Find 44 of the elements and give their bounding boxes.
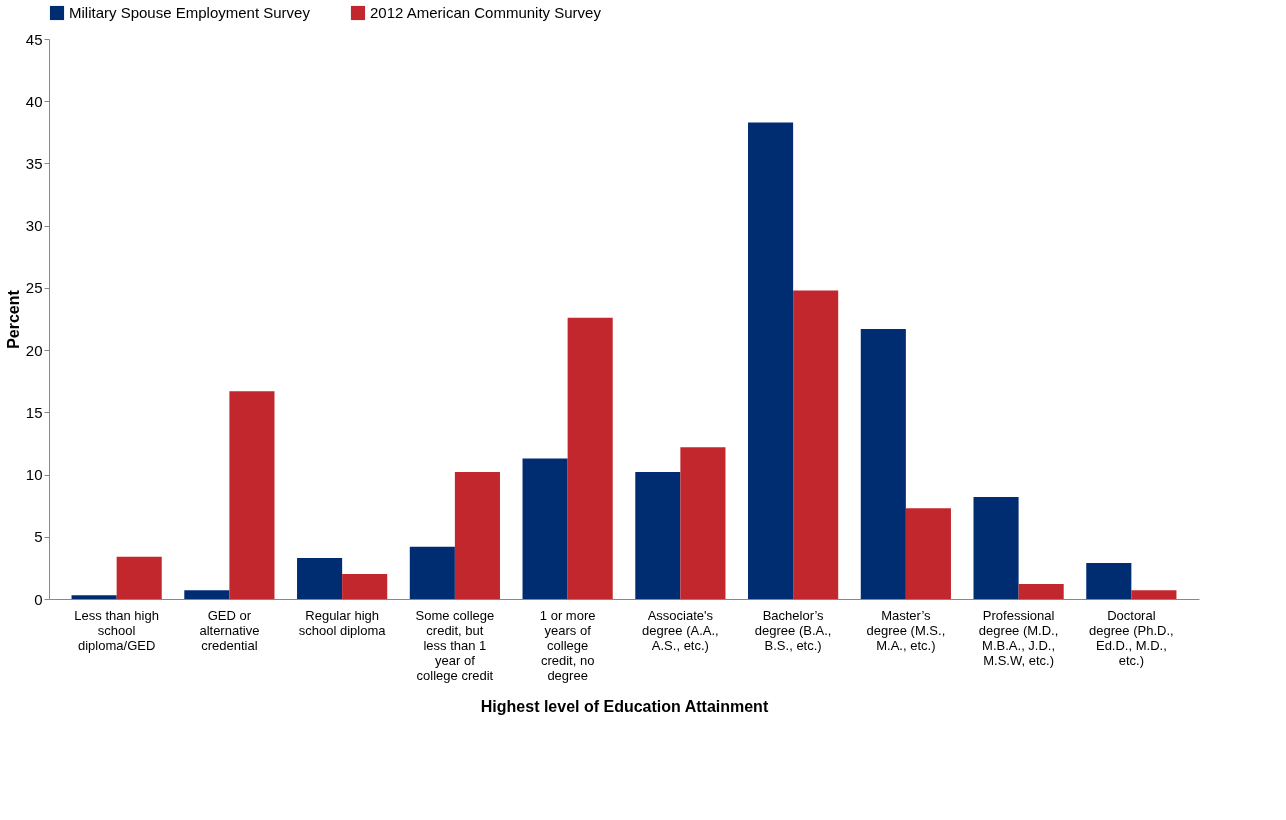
bar (860, 328, 906, 599)
y-tick-label: 25 (25, 279, 43, 297)
y-tick-label: 0 (34, 590, 43, 608)
x-tick-label: Some college credit, but less than 1 year of college credit (415, 607, 495, 683)
bar (635, 472, 681, 599)
bar (522, 458, 568, 599)
y-tick-label: 35 (25, 154, 43, 172)
y-tick-label: 5 (34, 528, 43, 546)
bar (71, 595, 117, 599)
x-tick-label: Doctoral degree (Ph.D., Ed.D., M.D., etc.) (1089, 607, 1174, 668)
y-tick-label: 40 (25, 92, 43, 110)
x-tick-label: 1 or more years of college credit, no degree (539, 607, 596, 683)
x-tick-label: Regular high school diploma (298, 607, 387, 638)
bar (905, 508, 951, 599)
bar (748, 122, 794, 599)
bar (454, 472, 500, 599)
x-tick-label: Associate's degree (A.A., A.S., etc.) (642, 607, 719, 653)
x-tick-label: Professional degree (M.D., M.B.A., J.D., M.S.W, etc.) (978, 607, 1059, 668)
y-tick-label: 20 (25, 341, 43, 359)
bar (409, 546, 455, 599)
bar (297, 557, 343, 599)
bar (229, 391, 275, 599)
y-tick-label: 45 (25, 30, 43, 48)
bar (567, 317, 613, 599)
y-tick-label: 10 (25, 466, 43, 484)
bar (184, 590, 230, 599)
x-tick-label: Bachelor’s degree (B.A., B.S., etc.) (754, 607, 832, 653)
legend-label: Military Spouse Employment Survey (69, 4, 311, 21)
bar (680, 447, 726, 599)
bar (793, 290, 839, 599)
bar (116, 556, 162, 599)
y-tick-label: 15 (25, 403, 43, 421)
x-tick-label: Master’s degree (M.S., M.A., etc.) (866, 607, 946, 653)
y-tick-label: 30 (25, 217, 43, 235)
y-axis-title: Percent (4, 289, 22, 349)
bar (1018, 584, 1064, 599)
bar (342, 574, 388, 599)
x-axis-title: Highest level of Education Attainment (480, 697, 769, 715)
bar (1086, 562, 1132, 599)
bar (1131, 590, 1177, 599)
legend-label: 2012 American Community Survey (370, 4, 602, 21)
x-tick-label: Less than high school diploma/GED (74, 607, 159, 653)
bar (973, 496, 1019, 599)
x-tick-label: GED or alternative credential (199, 607, 260, 653)
